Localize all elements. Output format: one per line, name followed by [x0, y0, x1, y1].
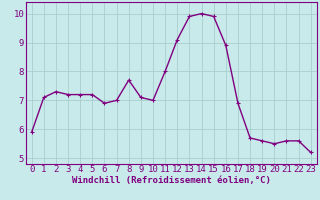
X-axis label: Windchill (Refroidissement éolien,°C): Windchill (Refroidissement éolien,°C): [72, 176, 271, 185]
